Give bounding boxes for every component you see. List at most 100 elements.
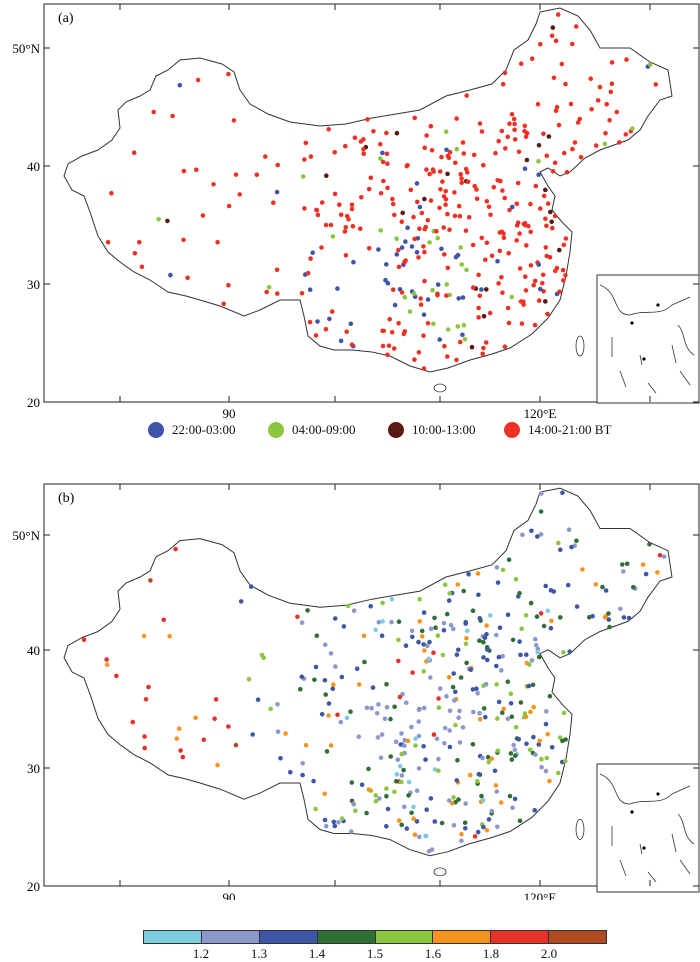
station-dot (404, 700, 409, 705)
station-dot (569, 544, 574, 550)
station-dot (330, 686, 336, 691)
station-dot (516, 737, 522, 742)
station-dot (512, 127, 517, 133)
station-dot (492, 768, 498, 774)
station-dot (427, 240, 432, 245)
station-dot (479, 287, 484, 292)
station-dot (607, 624, 612, 630)
station-dot (351, 259, 356, 265)
station-dot (657, 553, 663, 558)
station-dot (488, 212, 493, 218)
station-dot (288, 770, 293, 775)
station-dot (541, 193, 547, 199)
station-dot (511, 742, 516, 748)
station-dot (606, 611, 611, 616)
station-dot (447, 227, 452, 232)
station-dot (550, 225, 555, 231)
station-dot (417, 204, 423, 210)
station-dot (400, 210, 406, 216)
station-dot (506, 320, 512, 326)
station-dot (436, 705, 442, 710)
station-dot (496, 138, 502, 144)
station-dot (254, 172, 260, 177)
station-dot (313, 664, 319, 670)
station-dot (371, 129, 376, 134)
station-dot (305, 270, 311, 276)
colorbar-segment (549, 931, 606, 943)
colorbar-label: 1.8 (482, 946, 500, 961)
station-dot (514, 238, 519, 243)
station-dot (311, 778, 316, 784)
station-dot (483, 681, 489, 687)
station-dot (394, 772, 400, 777)
station-dot (427, 171, 432, 177)
station-dot (456, 715, 462, 720)
station-dot (451, 671, 457, 676)
station-dot (382, 716, 388, 722)
station-dot (337, 202, 342, 207)
station-dot (308, 154, 314, 159)
station-dot (453, 160, 458, 166)
station-dot (456, 296, 462, 301)
station-dot (535, 101, 541, 107)
station-dot (390, 201, 396, 207)
station-dot (380, 150, 385, 156)
station-dot (494, 632, 499, 638)
station-dot (459, 831, 464, 837)
station-dot (524, 741, 529, 747)
station-dot (497, 230, 503, 235)
station-dot (423, 757, 428, 762)
station-dot (533, 636, 538, 642)
station-dot (410, 634, 415, 640)
station-dot (496, 281, 501, 286)
station-dot (358, 226, 363, 231)
station-dot (453, 689, 458, 695)
station-dot (379, 633, 385, 638)
station-dot (489, 253, 495, 259)
station-dot (313, 806, 318, 812)
station-dot (421, 366, 427, 371)
station-dot (454, 652, 460, 657)
legend-dot-icon (388, 422, 404, 438)
station-dot (575, 120, 581, 125)
station-dot (332, 616, 338, 621)
station-dot (543, 245, 549, 250)
station-dot (561, 650, 566, 655)
station-dot (519, 321, 525, 326)
station-dot (274, 189, 280, 195)
station-dot (428, 198, 434, 203)
station-dot (498, 800, 504, 805)
station-dot (403, 643, 409, 648)
station-dot (397, 694, 403, 700)
station-dot (444, 147, 449, 153)
station-dot (351, 608, 357, 613)
station-dot (274, 267, 280, 273)
y-tick-label: 30 (27, 277, 40, 292)
station-dot (480, 798, 486, 803)
station-dot (437, 169, 443, 174)
station-dot (454, 778, 460, 783)
station-dot (462, 820, 468, 825)
station-dot (560, 490, 565, 496)
station-dot (529, 528, 534, 534)
station-dot (512, 747, 518, 753)
station-dot (430, 167, 436, 172)
station-dot (443, 188, 449, 194)
station-dot (378, 228, 384, 233)
station-dot (436, 768, 441, 774)
station-dot (474, 196, 480, 201)
station-dot (411, 214, 416, 220)
station-dot (338, 719, 344, 725)
station-dot (595, 98, 601, 103)
colorbar-label: 1.3 (250, 946, 268, 961)
station-dot (460, 725, 466, 730)
station-dot (381, 178, 386, 184)
station-dot (422, 249, 427, 255)
station-dot (535, 534, 540, 539)
station-dot (459, 180, 465, 185)
station-dot (401, 767, 406, 773)
station-dot (550, 169, 556, 174)
station-dot (505, 134, 511, 140)
station-dot (468, 667, 474, 672)
station-dot (500, 567, 506, 573)
